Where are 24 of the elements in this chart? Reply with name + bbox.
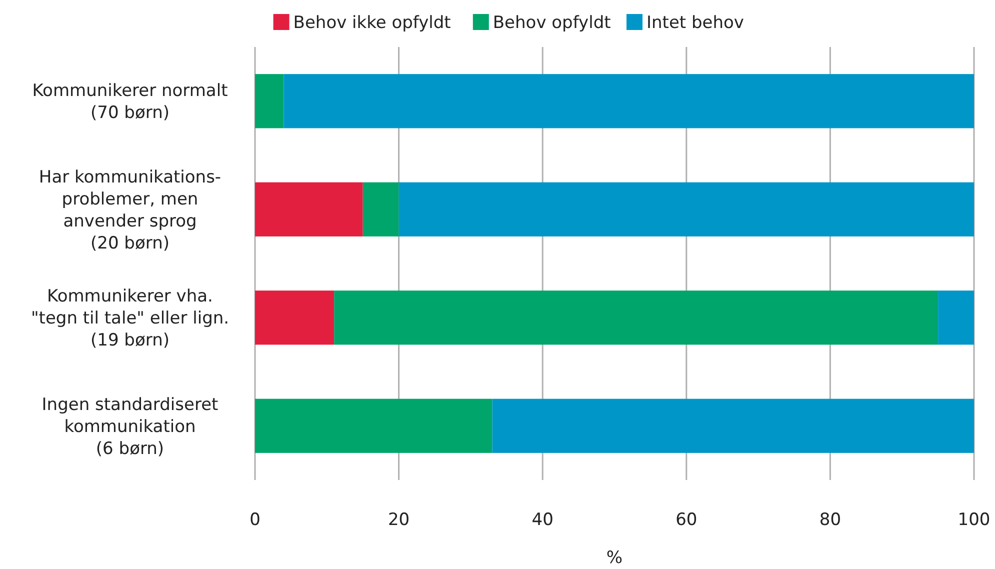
bar	[398, 182, 974, 236]
bar	[284, 74, 974, 128]
y-tick-label: Kommunikerer normalt (70 børn)	[32, 81, 228, 124]
legend-label: Intet behov	[646, 13, 744, 33]
legend-label: Behov opfyldt	[492, 13, 612, 33]
bar	[255, 182, 363, 236]
y-tick-label: Har kommunikations- problemer, men anvender sprog (20 børn)	[38, 167, 222, 254]
x-tick-label: 40	[532, 510, 554, 530]
bar	[334, 290, 938, 345]
bar	[492, 398, 974, 453]
x-tick-label: 0	[250, 510, 260, 530]
bar	[255, 398, 492, 453]
y-tick-label: Ingen standardiseret kommunikation (6 børn)	[42, 394, 219, 459]
bar	[255, 74, 284, 128]
x-tick-label: 80	[819, 510, 842, 530]
x-tick-label: 60	[676, 510, 698, 530]
legend-label: Behov ikke opfyldt	[293, 13, 452, 33]
x-tick-label: 100	[958, 510, 990, 530]
bar	[938, 290, 974, 345]
y-tick-label: Kommunikerer vha. "tegn til tale" eller lign. (19 børn)	[30, 286, 230, 351]
bar	[362, 182, 399, 236]
x-tick-label: 20	[388, 510, 410, 530]
x-axis-title: %	[606, 548, 623, 568]
bar	[255, 290, 334, 345]
